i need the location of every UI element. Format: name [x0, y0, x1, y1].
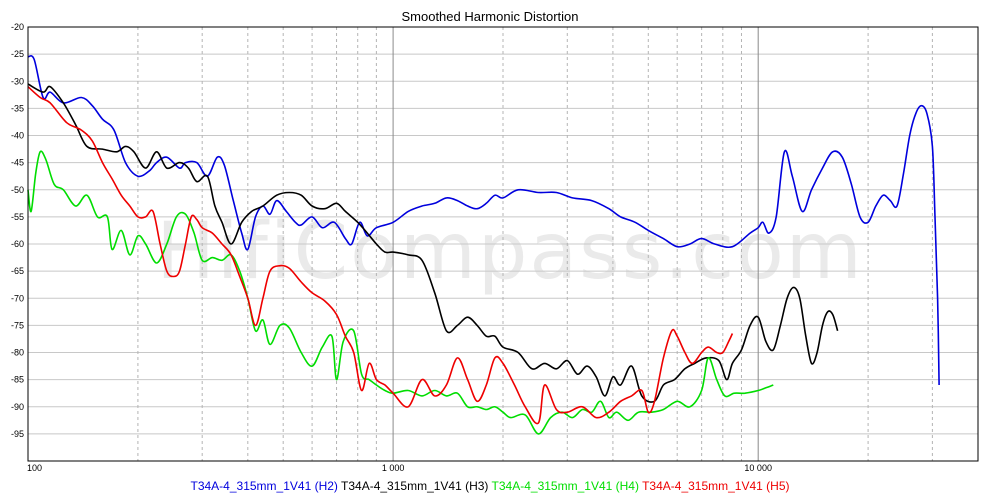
grid-lines — [28, 27, 978, 461]
legend-entry-h2: T34A-4_315mm_1V41 (H2) — [191, 479, 338, 493]
y-tick-label: -80 — [11, 348, 24, 358]
y-tick-label: -75 — [11, 320, 24, 330]
series-line-h3 — [27, 83, 839, 403]
y-tick-label: -50 — [11, 185, 24, 195]
y-tick-label: -65 — [11, 266, 24, 276]
y-axis-ticks: -20 -25 -30 -35 -40 -45 -50 -55 -60 -65 -70 -75 -80 -… — [11, 22, 24, 439]
y-tick-label: -35 — [11, 103, 24, 113]
chart-title: Smoothed Harmonic Distortion — [401, 9, 578, 24]
legend-entry-h4: T34A-4_315mm_1V41 (H4) — [488, 479, 639, 493]
plot-border — [27, 26, 979, 462]
series-line-h2 — [27, 55, 940, 386]
x-tick-label: 100 — [27, 463, 42, 473]
x-tick-label: 1 000 — [382, 463, 405, 473]
y-tick-label: -55 — [11, 212, 24, 222]
legend: T34A-4_315mm_1V41 (H2) T34A-4_315mm_1V41… — [191, 479, 790, 493]
x-tick-label: 10 000 — [744, 463, 772, 473]
series-lines — [27, 55, 940, 435]
plot-area: HifiCompass.com — [27, 26, 979, 462]
y-tick-label: -20 — [11, 22, 24, 32]
x-axis-ticks: 100 1 000 10 000 — [27, 463, 772, 473]
series-line-h5 — [27, 86, 734, 425]
y-tick-label: -25 — [11, 49, 24, 59]
y-tick-label: -70 — [11, 293, 24, 303]
watermark: HifiCompass.com — [156, 207, 864, 297]
legend-entry-h3: T34A-4_315mm_1V41 (H3) — [338, 479, 489, 493]
y-tick-label: -85 — [11, 375, 24, 385]
y-tick-label: -60 — [11, 239, 24, 249]
y-tick-label: -95 — [11, 429, 24, 439]
y-tick-label: -30 — [11, 76, 24, 86]
legend-entry-h5: T34A-4_315mm_1V41 (H5) — [639, 479, 790, 493]
legend-text: T34A-4_315mm_1V41 (H2) T34A-4_315mm_1V41… — [191, 479, 790, 493]
y-tick-label: -90 — [11, 402, 24, 412]
watermark-text: HifiCompass.com — [156, 207, 864, 297]
y-tick-label: -40 — [11, 131, 24, 141]
y-tick-label: -45 — [11, 158, 24, 168]
